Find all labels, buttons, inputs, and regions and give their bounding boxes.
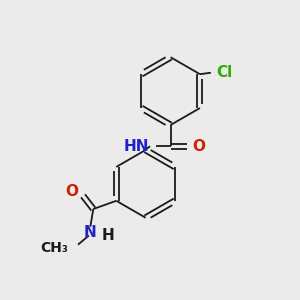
Text: H: H	[101, 228, 114, 243]
Text: CH₃: CH₃	[40, 241, 68, 255]
Text: HN: HN	[123, 139, 149, 154]
Text: Cl: Cl	[216, 65, 232, 80]
Text: O: O	[192, 139, 206, 154]
Text: O: O	[66, 184, 79, 199]
Text: N: N	[84, 224, 97, 239]
